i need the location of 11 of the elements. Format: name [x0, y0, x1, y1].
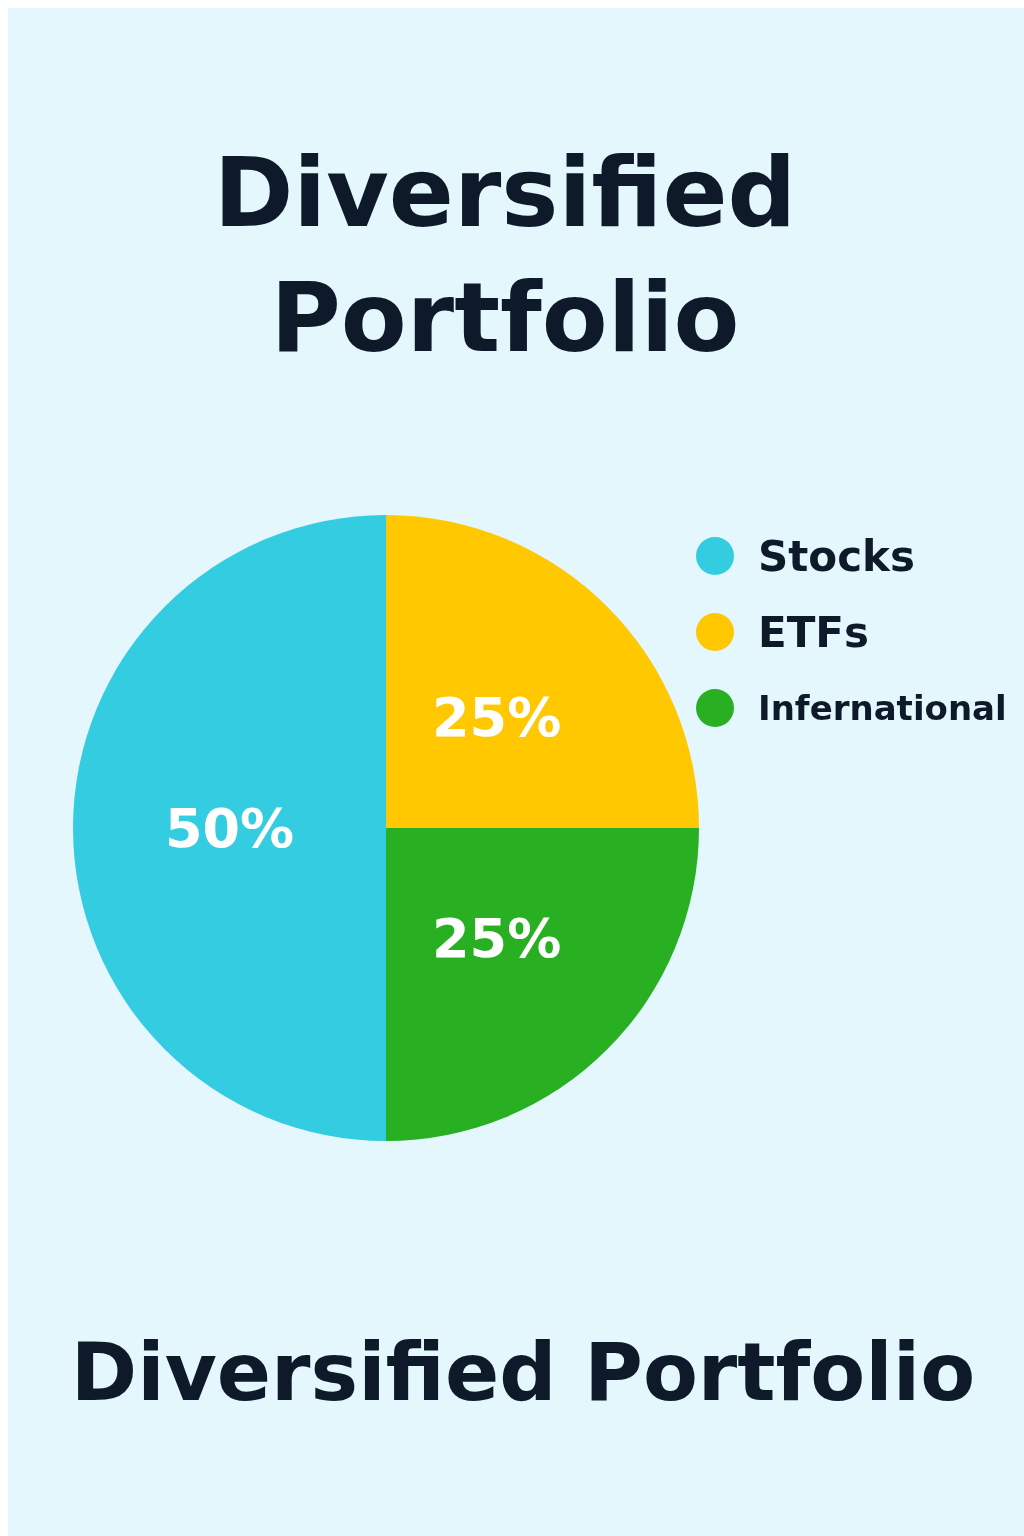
pie-slice	[386, 828, 699, 1141]
data-label: 50%	[164, 796, 295, 860]
pie-slice	[73, 515, 386, 1141]
text: Diversified Portfolio	[70, 1326, 976, 1419]
legend-label: Infernational	[758, 688, 1007, 728]
data-label: 25%	[432, 685, 562, 749]
data-label: 25%	[432, 907, 562, 971]
legend-label: ETFs	[758, 607, 870, 657]
pie-slice	[386, 515, 699, 828]
chart-title: Diversified Portfolio	[213, 137, 797, 374]
legend-label: Stocks	[758, 531, 916, 581]
